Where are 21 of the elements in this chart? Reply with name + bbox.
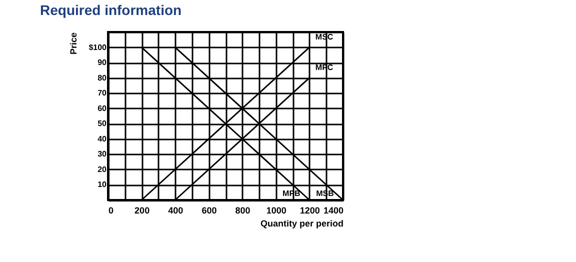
y-tick-label: 70	[98, 88, 108, 98]
y-tick-label: 40	[98, 134, 108, 144]
y-tick-label: 50	[98, 119, 108, 128]
y-tick-label: 80	[98, 73, 108, 82]
x-tick-label: 1000	[266, 206, 286, 216]
x-tick-label: 1200	[300, 206, 320, 216]
y-tick-label: 60	[98, 104, 108, 113]
x-axis-title: Quantity per period	[260, 218, 344, 228]
y-tick-label: 30	[98, 150, 108, 159]
y-tick-label: 90	[98, 58, 108, 68]
y-tick-label: 20	[98, 164, 108, 174]
x-tick-label: 0	[108, 206, 114, 216]
y-tick-label: 10	[98, 180, 108, 190]
x-tick-label: 600	[202, 206, 217, 216]
x-tick-label: 800	[235, 206, 250, 216]
chart-title: Required information	[40, 2, 182, 18]
y-axis-title: Price	[68, 32, 79, 55]
x-tick-label: 400	[168, 206, 184, 216]
y-tick-label: $100	[88, 42, 108, 52]
x-tick-label: 1400	[323, 206, 344, 216]
x-tick-label: 200	[134, 206, 150, 216]
